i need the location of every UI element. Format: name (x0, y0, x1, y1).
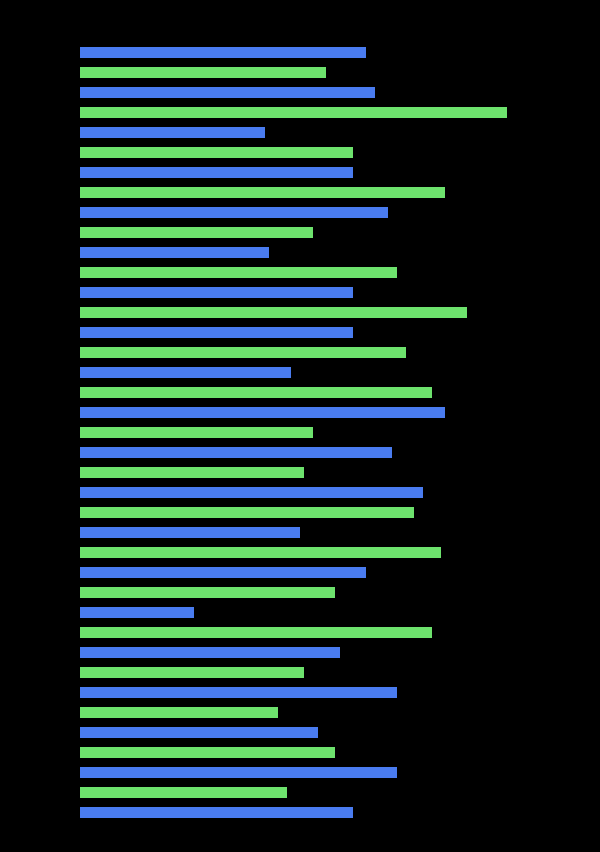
bar-13 (80, 307, 467, 318)
bar-27 (80, 587, 335, 598)
bar-12 (80, 287, 353, 298)
bar-25 (80, 547, 441, 558)
bar-8 (80, 207, 388, 218)
bar-29 (80, 627, 432, 638)
bar-0 (80, 47, 366, 58)
bar-21 (80, 467, 304, 478)
bar-10 (80, 247, 269, 258)
bar-28 (80, 607, 194, 618)
bar-31 (80, 667, 304, 678)
horizontal-bar-chart (0, 0, 600, 852)
bar-23 (80, 507, 414, 518)
bar-1 (80, 67, 326, 78)
bar-15 (80, 347, 406, 358)
bar-2 (80, 87, 375, 98)
bar-16 (80, 367, 291, 378)
bar-14 (80, 327, 353, 338)
bar-24 (80, 527, 300, 538)
bar-37 (80, 787, 287, 798)
bar-35 (80, 747, 335, 758)
bar-18 (80, 407, 445, 418)
bar-34 (80, 727, 318, 738)
bar-32 (80, 687, 397, 698)
bar-5 (80, 147, 353, 158)
bar-22 (80, 487, 423, 498)
bar-38 (80, 807, 353, 818)
bar-9 (80, 227, 313, 238)
bar-36 (80, 767, 397, 778)
bar-30 (80, 647, 340, 658)
bar-17 (80, 387, 432, 398)
bar-33 (80, 707, 278, 718)
bar-19 (80, 427, 313, 438)
bar-6 (80, 167, 353, 178)
bar-7 (80, 187, 445, 198)
bar-20 (80, 447, 392, 458)
bar-11 (80, 267, 397, 278)
bar-4 (80, 127, 265, 138)
bar-26 (80, 567, 366, 578)
bar-3 (80, 107, 507, 118)
